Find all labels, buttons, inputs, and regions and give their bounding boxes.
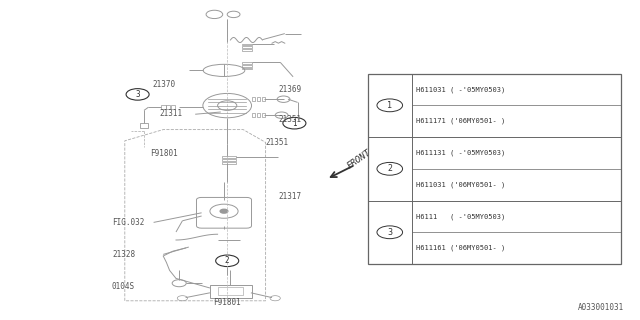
- Bar: [252, 97, 255, 101]
- Text: 0104S: 0104S: [112, 282, 135, 291]
- Text: H611031 ( -'05MY0503): H611031 ( -'05MY0503): [416, 86, 505, 93]
- Text: H611131 ( -'05MY0503): H611131 ( -'05MY0503): [416, 150, 505, 156]
- Text: 21317: 21317: [278, 192, 301, 201]
- Bar: [222, 156, 236, 158]
- Bar: [242, 44, 252, 45]
- Text: H611031 ('06MY0501- ): H611031 ('06MY0501- ): [416, 181, 505, 188]
- Bar: [222, 159, 236, 161]
- Bar: [171, 105, 175, 109]
- Text: A033001031: A033001031: [578, 303, 624, 312]
- Text: 21370: 21370: [153, 80, 176, 89]
- Text: 21351: 21351: [266, 138, 289, 147]
- Text: 21311: 21311: [159, 109, 182, 118]
- Bar: [166, 105, 170, 109]
- Text: 2: 2: [387, 164, 392, 173]
- Text: 21369: 21369: [278, 85, 301, 94]
- Text: FRONT: FRONT: [346, 148, 372, 171]
- Bar: [242, 62, 252, 64]
- Text: 2: 2: [225, 256, 230, 265]
- Text: H611161 ('06MY0501- ): H611161 ('06MY0501- ): [416, 245, 505, 252]
- Text: 1: 1: [292, 119, 297, 128]
- Text: H611171 ('06MY0501- ): H611171 ('06MY0501- ): [416, 118, 505, 124]
- Text: F91801: F91801: [150, 149, 178, 158]
- Bar: [262, 97, 265, 101]
- Bar: [368, 74, 621, 264]
- Text: F91801: F91801: [213, 298, 241, 307]
- Text: 3: 3: [387, 228, 392, 237]
- Bar: [252, 113, 255, 117]
- Text: 21351: 21351: [278, 116, 301, 124]
- Bar: [210, 285, 252, 298]
- Bar: [140, 123, 148, 128]
- Bar: [262, 113, 265, 117]
- Bar: [242, 49, 252, 51]
- Bar: [242, 46, 252, 48]
- Bar: [257, 97, 260, 101]
- Text: H6111   ( -'05MY0503): H6111 ( -'05MY0503): [416, 213, 505, 220]
- Circle shape: [220, 209, 228, 213]
- Text: 21328: 21328: [112, 250, 135, 259]
- Text: 1: 1: [387, 101, 392, 110]
- Bar: [218, 287, 243, 295]
- Bar: [161, 105, 166, 109]
- Text: FIG.032: FIG.032: [112, 218, 145, 227]
- Text: 3: 3: [135, 90, 140, 99]
- Bar: [222, 162, 236, 164]
- Bar: [242, 68, 252, 69]
- Bar: [242, 65, 252, 67]
- Bar: [257, 113, 260, 117]
